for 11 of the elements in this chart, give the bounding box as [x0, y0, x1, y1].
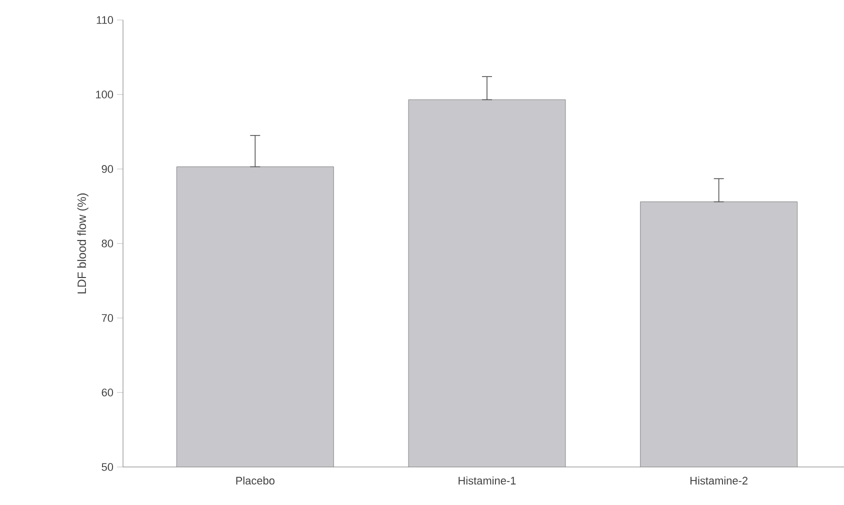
y-tick-label: 60	[102, 388, 114, 396]
y-tick-label: 50	[102, 463, 114, 471]
y-tick-label: 80	[102, 240, 114, 248]
y-tick-label: 100	[96, 90, 114, 98]
y-tick-label: 70	[102, 314, 114, 322]
x-tick-label: Placebo	[236, 476, 274, 485]
y-tick-label: 90	[102, 165, 114, 173]
y-axis-title: LDF blood flow (%)	[77, 193, 88, 294]
y-tick-label: 110	[96, 16, 114, 24]
x-tick-label: Histamine-2	[690, 476, 748, 485]
x-tick-label: Histamine-1	[458, 476, 516, 485]
